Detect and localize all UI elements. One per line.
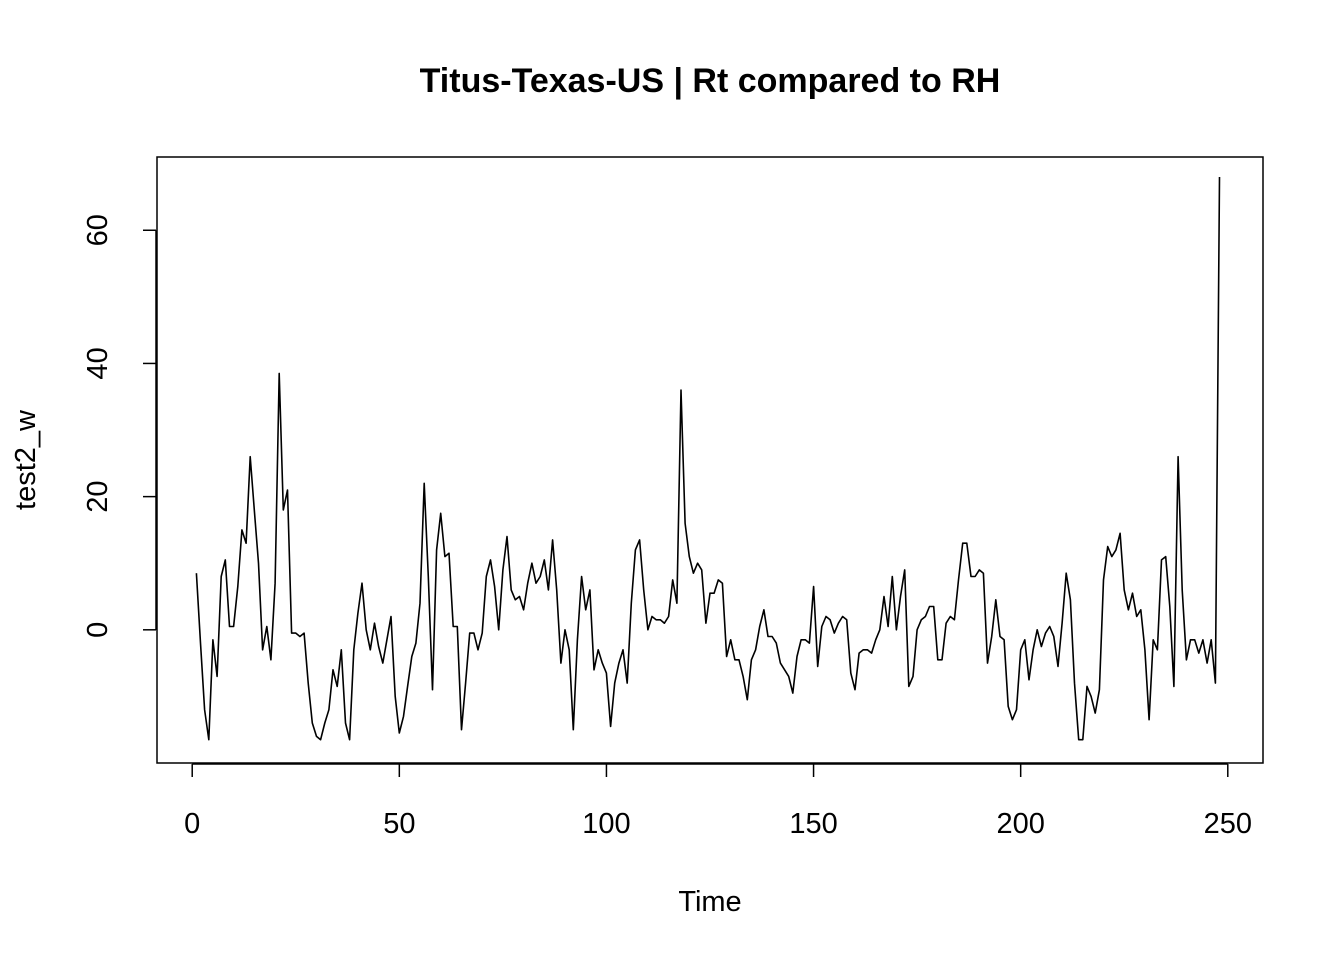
y-tick-label: 20	[82, 480, 114, 512]
x-tick-label: 50	[383, 808, 415, 840]
y-tick-label: 40	[82, 347, 114, 379]
y-tick-label: 0	[82, 622, 114, 638]
y-axis: 0 20 40 60	[82, 214, 157, 638]
x-axis: 0 50 100 150 200 250	[184, 763, 1252, 840]
x-tick-label: 200	[996, 808, 1044, 840]
x-tick-label: 250	[1204, 808, 1252, 840]
plot-frame	[156, 156, 1264, 764]
x-tick-label: 0	[184, 808, 200, 840]
y-axis-label: test2_w	[10, 409, 42, 510]
chart-title: Titus-Texas-US | Rt compared to RH	[420, 62, 1001, 100]
x-tick-label: 100	[582, 808, 630, 840]
series-line-test2-w	[195, 176, 1221, 741]
x-axis-label: Time	[678, 886, 741, 918]
x-tick-label: 150	[789, 808, 837, 840]
y-tick-label: 60	[82, 214, 114, 246]
